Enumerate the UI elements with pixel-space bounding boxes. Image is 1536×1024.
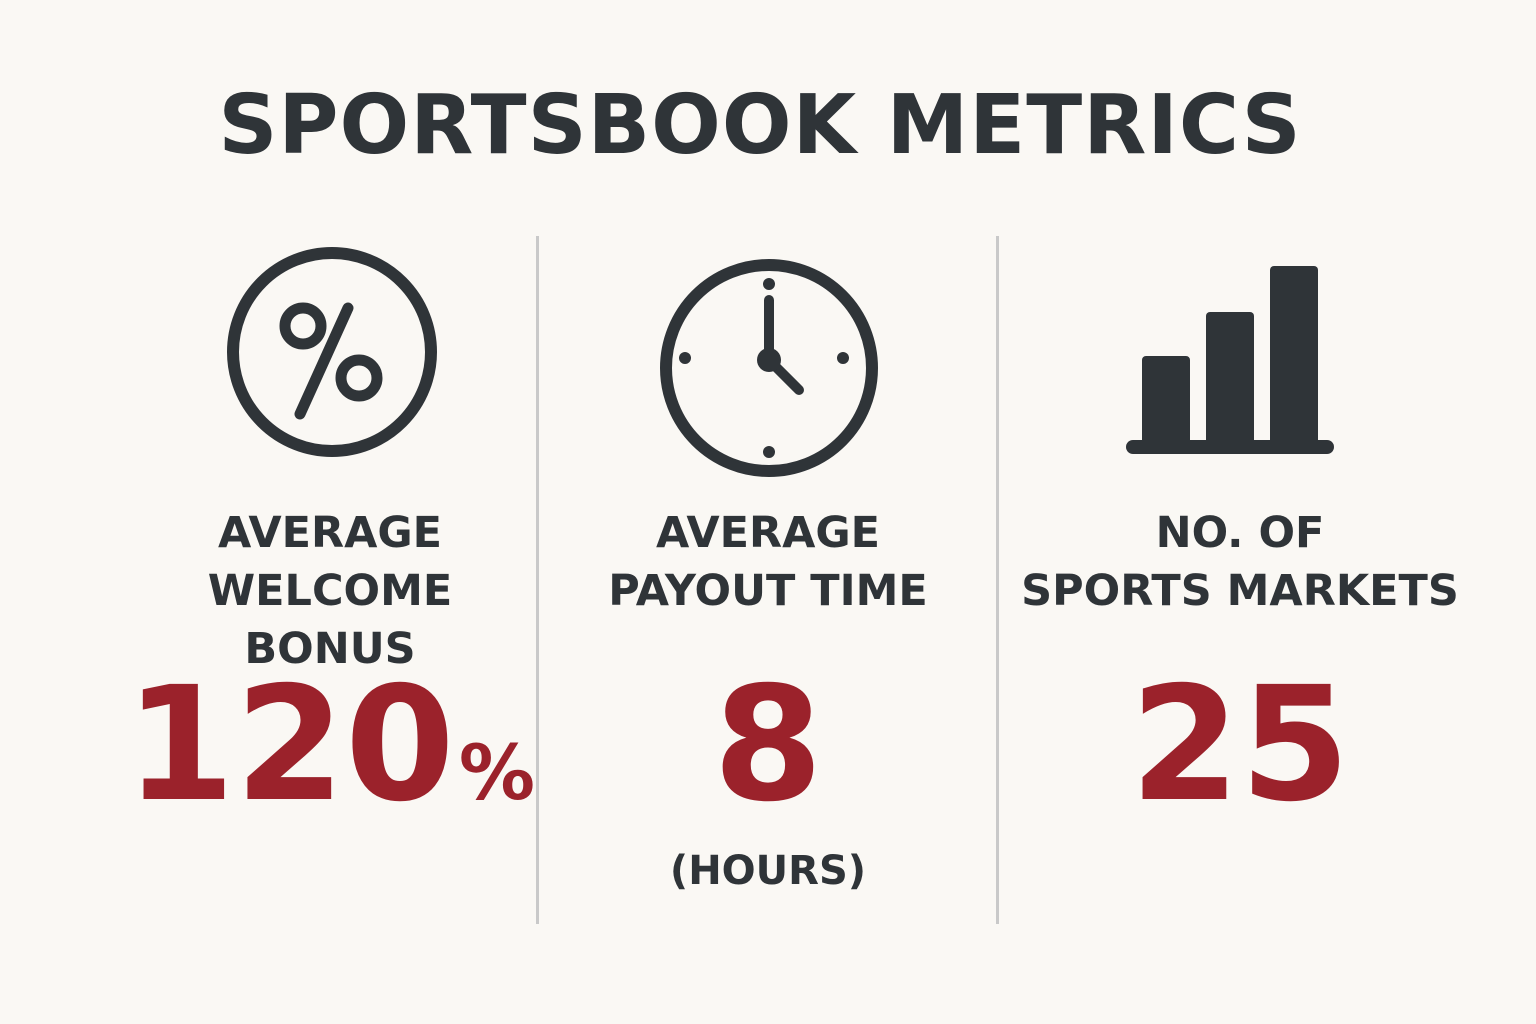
page-title: SPORTSBOOK METRICS bbox=[218, 78, 1302, 173]
metric-number: 120 bbox=[125, 653, 455, 837]
metric-payout-time: AVERAGE PAYOUT TIME 8 (HOURS) bbox=[540, 236, 996, 924]
metric-label: NO. OF SPORTS MARKETS bbox=[1000, 504, 1480, 620]
column-divider bbox=[996, 236, 999, 924]
metric-value: 120% bbox=[120, 666, 540, 848]
metric-welcome-bonus: AVERAGE WELCOME BONUS 120% bbox=[120, 236, 540, 924]
metric-label: AVERAGE WELCOME BONUS bbox=[120, 504, 540, 678]
metric-unit: (HOURS) bbox=[669, 848, 867, 894]
clock-icon bbox=[660, 259, 878, 477]
metric-label-line: NO. OF bbox=[1155, 508, 1325, 558]
metric-label-line: AVERAGE bbox=[217, 508, 443, 558]
metric-label-line: AVERAGE bbox=[655, 508, 881, 558]
percent-icon bbox=[227, 247, 437, 457]
metric-unit: % bbox=[458, 728, 535, 817]
bar-chart-icon bbox=[1126, 266, 1334, 454]
metric-label-line: WELCOME BONUS bbox=[207, 566, 453, 674]
column-divider bbox=[536, 236, 539, 924]
metric-sports-markets: NO. OF SPORTS MARKETS 25 bbox=[1000, 236, 1480, 924]
metric-label-line: PAYOUT TIME bbox=[608, 566, 928, 616]
metric-value: 8 bbox=[713, 653, 823, 837]
metric-label-line: SPORTS MARKETS bbox=[1021, 566, 1459, 616]
metric-label: AVERAGE PAYOUT TIME bbox=[540, 504, 996, 620]
metric-value: 25 bbox=[1130, 653, 1350, 837]
